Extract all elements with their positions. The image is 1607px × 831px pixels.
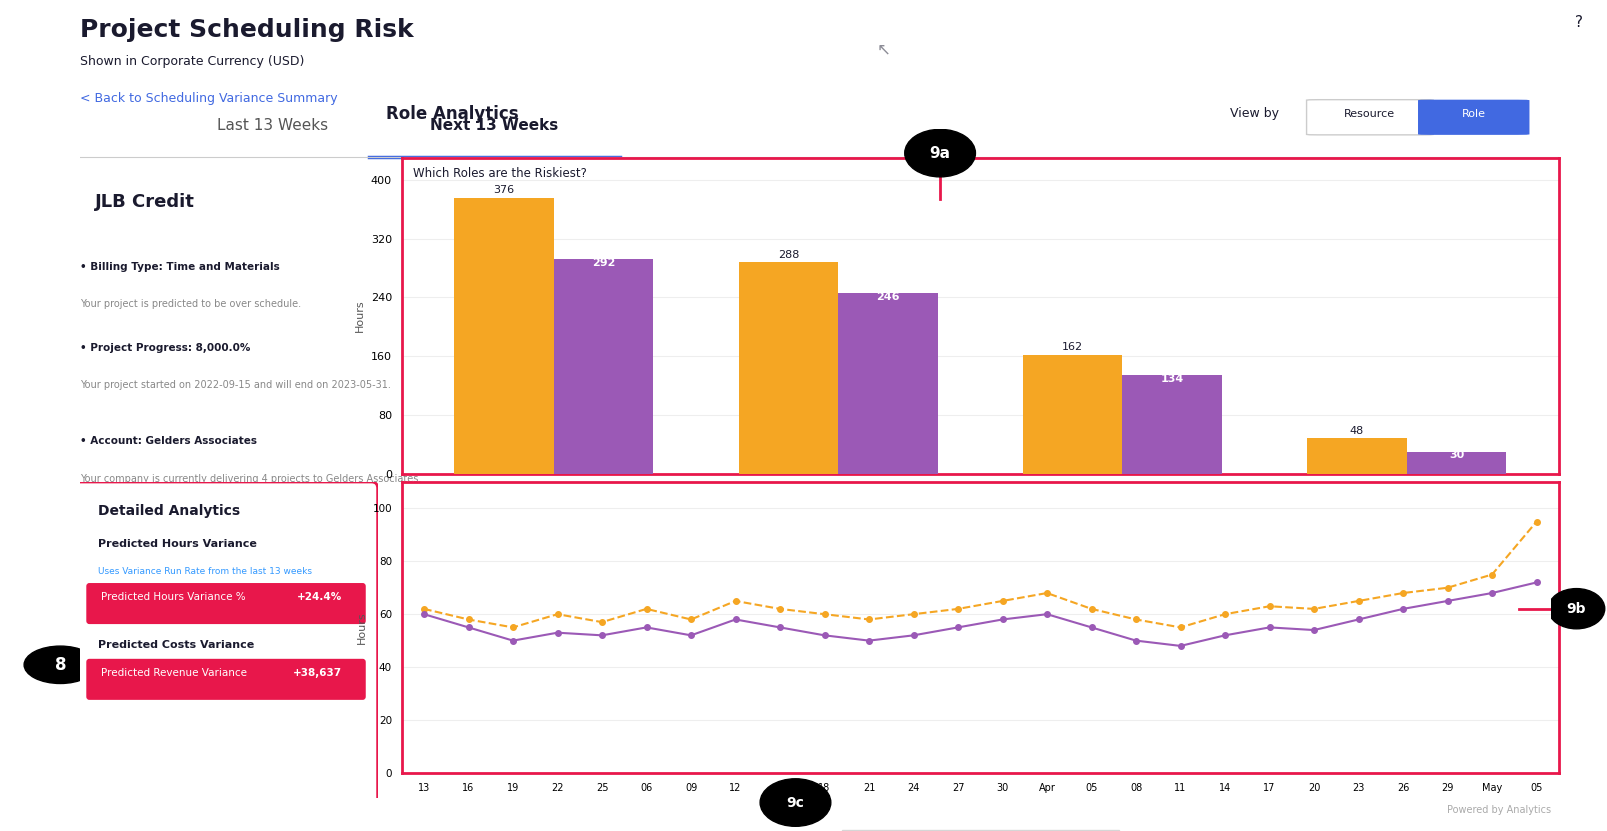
Circle shape — [1548, 588, 1605, 629]
Text: +24.4%: +24.4% — [297, 593, 342, 602]
Text: Your company is currently delivering 4 projects to Gelders Associates.: Your company is currently delivering 4 p… — [80, 474, 421, 484]
Bar — [1122, 376, 1221, 474]
Bar — [1024, 355, 1122, 474]
Text: • Account: Gelders Associates: • Account: Gelders Associates — [80, 436, 257, 446]
FancyBboxPatch shape — [1306, 100, 1433, 135]
Text: Powered by Analytics: Powered by Analytics — [1446, 805, 1551, 815]
Text: Next 13 Weeks: Next 13 Weeks — [431, 117, 559, 133]
Bar — [739, 262, 839, 474]
Bar — [1306, 439, 1406, 474]
Text: 134: 134 — [1160, 374, 1184, 384]
Text: +38,637: +38,637 — [292, 668, 342, 678]
Text: 30: 30 — [1450, 450, 1464, 460]
Text: ↖: ↖ — [877, 41, 890, 59]
Circle shape — [24, 647, 96, 683]
Text: Your project is predicted to be over schedule.: Your project is predicted to be over sch… — [80, 299, 302, 309]
Circle shape — [905, 130, 975, 177]
Text: Uses Variance Run Rate from the last 13 weeks: Uses Variance Run Rate from the last 13 … — [98, 568, 312, 576]
Text: • Billing Type: Time and Materials: • Billing Type: Time and Materials — [80, 262, 280, 272]
Y-axis label: Hours: Hours — [355, 299, 365, 332]
FancyBboxPatch shape — [1417, 100, 1530, 135]
Text: Which Roles are the Riskiest?: Which Roles are the Riskiest? — [413, 167, 587, 180]
Text: • Project Progress: 8,000.0%: • Project Progress: 8,000.0% — [80, 342, 251, 353]
Text: 48: 48 — [1350, 426, 1364, 436]
Circle shape — [760, 779, 831, 826]
Text: ?: ? — [1575, 15, 1583, 30]
Text: Shown in Corporate Currency (USD): Shown in Corporate Currency (USD) — [80, 55, 305, 68]
Bar — [455, 198, 554, 474]
Text: Angie Forsyth is currently managing 3 projects.: Angie Forsyth is currently managing 3 pr… — [80, 561, 312, 571]
Text: Resource: Resource — [1345, 109, 1395, 119]
Text: < Back to Scheduling Variance Summary: < Back to Scheduling Variance Summary — [80, 91, 337, 105]
Text: Project Scheduling Risk: Project Scheduling Risk — [80, 18, 415, 42]
Y-axis label: Hours: Hours — [357, 611, 366, 644]
FancyBboxPatch shape — [87, 583, 366, 624]
Text: Role Analytics: Role Analytics — [386, 105, 519, 123]
Text: JLB Credit: JLB Credit — [95, 193, 194, 211]
Text: 162: 162 — [1062, 342, 1083, 352]
Text: • PM: Angie Forsyth: • PM: Angie Forsyth — [80, 524, 198, 534]
Text: 9a: 9a — [929, 145, 951, 160]
Bar — [839, 293, 937, 474]
Text: 9c: 9c — [786, 795, 805, 809]
Bar — [1406, 451, 1506, 474]
Text: 9b: 9b — [1567, 602, 1586, 616]
Text: Predicted Revenue Variance: Predicted Revenue Variance — [101, 668, 247, 678]
Text: Predicted Costs Variance: Predicted Costs Variance — [98, 640, 254, 650]
FancyBboxPatch shape — [74, 482, 378, 804]
Text: View by: View by — [1231, 107, 1279, 120]
Legend: Predicted Hours, Scheduled Hours: Predicted Hours, Scheduled Hours — [842, 830, 1118, 831]
Text: 292: 292 — [591, 258, 615, 268]
Text: 246: 246 — [876, 292, 900, 302]
Text: 288: 288 — [778, 250, 799, 260]
Text: 8: 8 — [55, 656, 66, 674]
Text: Your project started on 2022-09-15 and will end on 2023-05-31.: Your project started on 2022-09-15 and w… — [80, 381, 391, 391]
Text: Role: Role — [1462, 109, 1486, 119]
Text: 376: 376 — [493, 185, 514, 195]
FancyBboxPatch shape — [87, 659, 366, 700]
Bar — [554, 259, 654, 474]
Text: Predicted Hours Variance: Predicted Hours Variance — [98, 538, 257, 548]
Text: Predicted Hours Variance %: Predicted Hours Variance % — [101, 593, 246, 602]
Text: Detailed Analytics: Detailed Analytics — [98, 504, 241, 518]
Text: Last 13 Weeks: Last 13 Weeks — [217, 117, 328, 133]
